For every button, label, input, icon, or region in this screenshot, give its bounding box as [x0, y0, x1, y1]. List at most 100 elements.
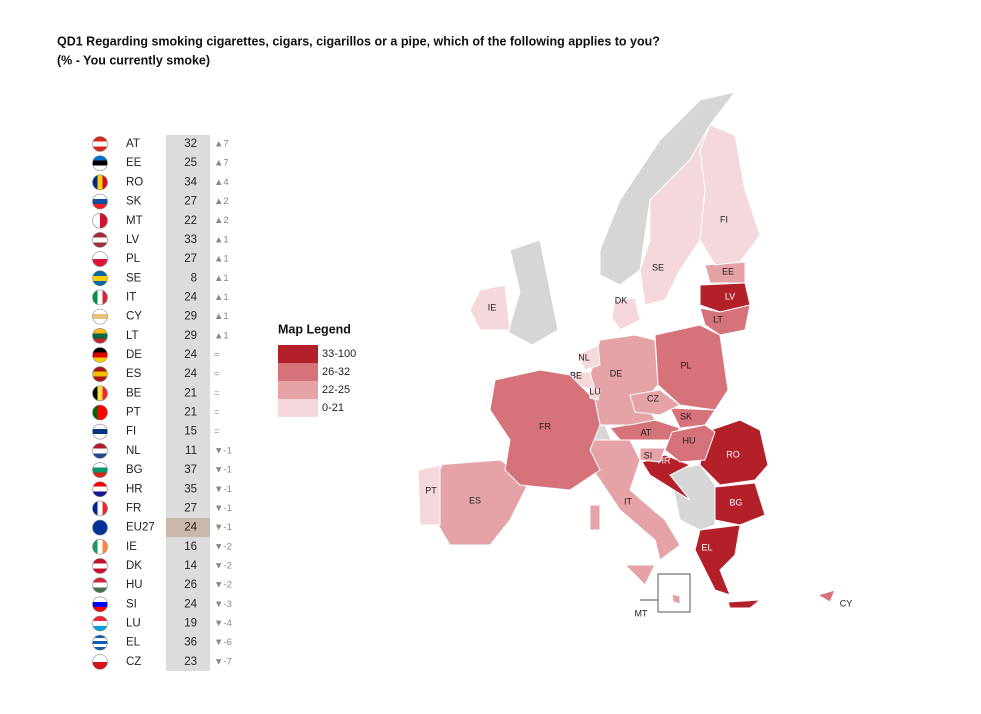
country [699, 304, 751, 336]
change: ▲7 [214, 158, 229, 169]
country [699, 124, 761, 266]
flag [92, 212, 108, 229]
flag [92, 136, 108, 152]
country [641, 454, 692, 501]
change: ▲1 [214, 292, 229, 303]
map-label: LU [589, 386, 601, 396]
flag [92, 443, 108, 459]
country-code: FR [126, 502, 141, 514]
legend-label: 22-25 [322, 384, 350, 396]
flag [92, 289, 108, 306]
legend-swatch [278, 363, 318, 381]
change: ▼-1 [214, 445, 232, 456]
map-label: DK [615, 295, 628, 305]
value-column [166, 135, 210, 671]
country [671, 593, 681, 605]
map-label: LV [725, 291, 735, 301]
country [694, 524, 741, 596]
flag [92, 347, 108, 363]
value: 34 [184, 176, 197, 188]
country-code: HR [126, 483, 143, 495]
flag [92, 538, 108, 555]
country-code: LT [126, 330, 139, 342]
flag [92, 462, 108, 478]
change: = [214, 407, 220, 418]
map-label: SE [652, 262, 664, 272]
value: 36 [184, 637, 197, 649]
change: ▼-3 [214, 599, 232, 610]
flag [92, 519, 108, 536]
map-label: EE [722, 266, 734, 276]
change: ▲1 [214, 254, 229, 265]
flag [92, 174, 108, 191]
country [714, 482, 766, 526]
country-code: LU [126, 618, 141, 630]
map-label: SK [680, 411, 692, 421]
map-label: FR [539, 421, 551, 431]
change: = [214, 369, 220, 380]
map-label: PT [425, 485, 437, 495]
map-label: CY [840, 598, 853, 608]
flag [92, 558, 108, 574]
flag [92, 577, 108, 593]
legend-swatch [278, 381, 318, 399]
country-code: MT [126, 215, 143, 227]
map-label: PL [680, 360, 691, 370]
country-code: HU [126, 579, 143, 591]
value: 35 [184, 483, 197, 495]
flag [92, 155, 108, 171]
country [654, 324, 729, 411]
country [629, 389, 681, 416]
country [639, 124, 711, 306]
country [816, 589, 836, 603]
map-label: LT [713, 314, 723, 324]
country-code: PL [126, 253, 141, 265]
map-label: AT [641, 427, 652, 437]
country [664, 424, 716, 463]
flag [92, 251, 108, 267]
map-label: CZ [647, 393, 659, 403]
flag [92, 615, 108, 632]
value: 11 [185, 445, 197, 457]
flag [92, 270, 108, 287]
malta-inset [657, 573, 691, 613]
country [699, 419, 769, 486]
value: 15 [184, 426, 197, 438]
uk [507, 239, 559, 346]
change: ▼-1 [214, 522, 232, 533]
flag [92, 500, 108, 517]
country-code: AT [126, 138, 140, 150]
country-code: DE [126, 349, 142, 361]
subtitle: (% - You currently smoke) [57, 53, 210, 67]
change: ▲1 [214, 311, 229, 322]
country [489, 369, 601, 491]
value: 23 [184, 656, 197, 668]
flag [92, 481, 108, 498]
country-code: SE [126, 272, 142, 284]
country [727, 599, 762, 609]
country [611, 297, 641, 331]
country [639, 447, 666, 463]
value: 22 [184, 215, 197, 227]
change: ▼-1 [214, 503, 232, 514]
map-label: RO [726, 449, 740, 459]
flag [92, 634, 108, 651]
country-code: EE [126, 157, 142, 169]
value: 21 [184, 407, 197, 419]
map-label: FI [720, 214, 728, 224]
country-code: SI [126, 598, 137, 610]
value: 32 [184, 138, 197, 150]
flag [92, 423, 108, 440]
change: ▲1 [214, 330, 229, 341]
value: 24 [184, 291, 197, 303]
country-code: CZ [126, 656, 141, 668]
value: 27 [184, 502, 197, 514]
legend-title: Map Legend [278, 322, 351, 336]
legend-swatch [278, 399, 318, 417]
change: ▲4 [214, 177, 229, 188]
change: = [214, 349, 220, 360]
value: 21 [184, 387, 197, 399]
map-label: BG [729, 497, 742, 507]
map-label: EL [701, 542, 712, 552]
country [623, 564, 656, 586]
